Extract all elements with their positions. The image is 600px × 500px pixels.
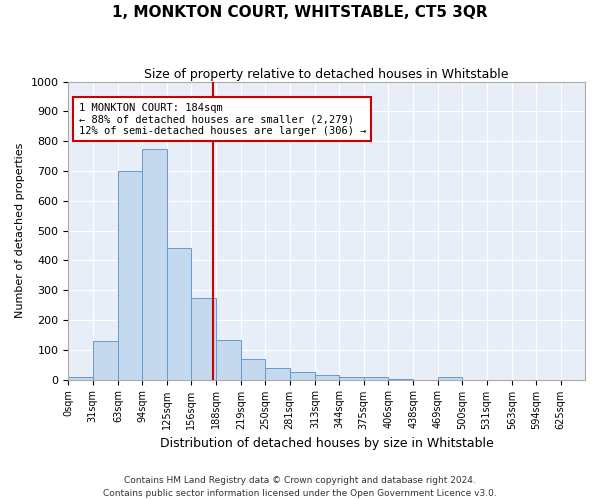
Bar [191, 298, 217, 380]
Bar [241, 360, 265, 380]
Y-axis label: Number of detached properties: Number of detached properties [15, 143, 25, 318]
Text: 1 MONKTON COURT: 184sqm
← 88% of detached houses are smaller (2,279)
12% of semi: 1 MONKTON COURT: 184sqm ← 88% of detache… [79, 102, 366, 136]
Bar [118, 171, 142, 380]
Bar [290, 372, 315, 380]
Bar [217, 340, 241, 380]
Bar [438, 377, 462, 380]
Bar [167, 248, 191, 380]
Bar [68, 377, 92, 380]
Bar [388, 379, 413, 380]
Bar [339, 376, 364, 380]
Title: Size of property relative to detached houses in Whitstable: Size of property relative to detached ho… [145, 68, 509, 80]
X-axis label: Distribution of detached houses by size in Whitstable: Distribution of detached houses by size … [160, 437, 494, 450]
Text: Contains HM Land Registry data © Crown copyright and database right 2024.
Contai: Contains HM Land Registry data © Crown c… [103, 476, 497, 498]
Text: 1, MONKTON COURT, WHITSTABLE, CT5 3QR: 1, MONKTON COURT, WHITSTABLE, CT5 3QR [112, 5, 488, 20]
Bar [364, 377, 388, 380]
Bar [315, 375, 339, 380]
Bar [265, 368, 290, 380]
Bar [92, 342, 118, 380]
Bar [142, 148, 167, 380]
